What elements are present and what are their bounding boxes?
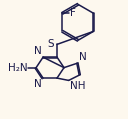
Text: H₂N: H₂N: [8, 63, 27, 73]
Text: S: S: [47, 39, 54, 49]
Text: N: N: [34, 46, 41, 56]
Text: F: F: [70, 8, 76, 18]
Text: NH: NH: [70, 81, 85, 91]
Text: N: N: [34, 79, 42, 89]
Text: N: N: [79, 52, 87, 62]
